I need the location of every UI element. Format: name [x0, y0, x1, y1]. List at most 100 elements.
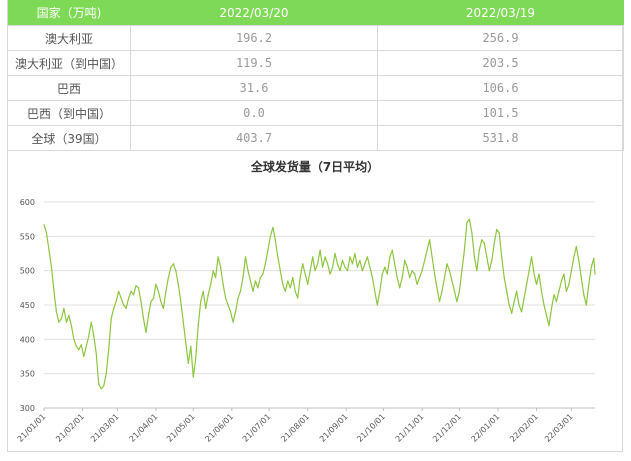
data-point: [133, 294, 135, 296]
data-point: [85, 345, 87, 347]
data-point: [282, 283, 284, 285]
data-point: [506, 290, 508, 292]
data-point: [429, 239, 431, 241]
data-point: [118, 290, 120, 292]
data-point: [60, 318, 63, 320]
data-point: [511, 312, 513, 314]
header-country: 国家（万吨): [7, 0, 131, 26]
data-point: [436, 287, 438, 289]
row-value-1: 119.5: [130, 50, 378, 76]
data-point: [563, 273, 565, 275]
data-point: [426, 249, 428, 251]
data-point: [585, 304, 587, 306]
chart-series: [43, 218, 596, 390]
y-tick-label: 500: [20, 267, 35, 276]
data-point: [78, 349, 80, 351]
data-point: [307, 283, 309, 285]
data-point: [279, 270, 281, 272]
data-point: [498, 232, 500, 234]
data-point: [416, 283, 418, 285]
data-point: [262, 273, 264, 275]
data-point: [73, 338, 75, 340]
data-point: [483, 242, 485, 244]
data-point: [187, 362, 189, 364]
data-point: [207, 294, 209, 296]
data-point: [145, 331, 147, 334]
data-point: [277, 256, 279, 258]
data-point: [349, 256, 351, 258]
data-point: [299, 276, 301, 279]
x-tick-label: 21/08/01: [279, 412, 311, 444]
data-point: [578, 259, 580, 261]
data-point: [518, 304, 520, 306]
data-point: [317, 263, 319, 265]
data-point: [356, 266, 358, 268]
chart-grid: [44, 201, 595, 409]
chart-title: 全球发货量（7日平均）: [250, 160, 380, 174]
y-tick-label: 350: [20, 370, 35, 379]
data-point: [108, 349, 110, 351]
data-point: [570, 270, 573, 272]
data-point: [339, 270, 341, 272]
header-date-2: 2022/03/19: [377, 0, 624, 26]
data-point: [543, 304, 545, 306]
data-point: [264, 263, 266, 265]
data-point: [50, 266, 53, 268]
data-point: [434, 273, 436, 275]
data-point: [254, 280, 256, 282]
data-point: [113, 307, 115, 309]
data-point: [329, 273, 331, 275]
data-point: [103, 385, 105, 387]
data-point: [560, 280, 563, 282]
data-point: [558, 290, 560, 292]
data-point: [324, 256, 326, 258]
data-point: [217, 256, 219, 258]
x-tick-label: 21/09/01: [318, 412, 350, 444]
data-point: [391, 249, 393, 251]
data-point: [160, 301, 162, 303]
data-point: [175, 270, 177, 272]
data-point: [180, 301, 182, 303]
data-point: [354, 252, 356, 255]
data-point: [165, 290, 167, 292]
data-point: [488, 270, 490, 272]
data-point: [409, 276, 411, 279]
data-point: [55, 311, 58, 313]
data-point: [257, 287, 259, 289]
y-tick-label: 600: [20, 198, 35, 207]
data-point: [441, 290, 443, 292]
data-point: [593, 257, 595, 259]
x-tick-label: 21/05/01: [165, 412, 197, 444]
x-tick-label: 21/06/01: [203, 412, 235, 444]
data-point: [312, 256, 314, 258]
row-label: 澳大利亚: [7, 25, 131, 51]
shipment-table: 国家（万吨) 2022/03/20 2022/03/19 澳大利亚 196.2 …: [7, 0, 624, 151]
data-point: [70, 325, 72, 327]
data-point: [535, 283, 538, 285]
data-point: [294, 290, 296, 292]
data-point: [351, 263, 354, 265]
data-point: [446, 263, 448, 265]
data-point: [463, 249, 465, 251]
data-point: [267, 249, 269, 251]
x-tick-label: 21/11/01: [394, 412, 426, 444]
data-point: [88, 335, 90, 337]
x-tick-label: 21/02/01: [54, 412, 86, 444]
data-point: [336, 263, 339, 265]
data-point: [580, 276, 582, 279]
data-point: [230, 311, 232, 313]
data-point: [63, 307, 65, 309]
data-point: [361, 270, 363, 272]
data-point: [471, 232, 473, 234]
data-point: [322, 266, 324, 268]
data-point: [284, 290, 286, 292]
data-point: [83, 355, 85, 358]
data-point: [162, 307, 164, 309]
data-point: [424, 259, 426, 261]
data-point: [319, 249, 321, 251]
data-point: [272, 226, 274, 228]
data-point: [58, 321, 60, 323]
data-point: [568, 283, 570, 285]
data-point: [396, 276, 398, 279]
